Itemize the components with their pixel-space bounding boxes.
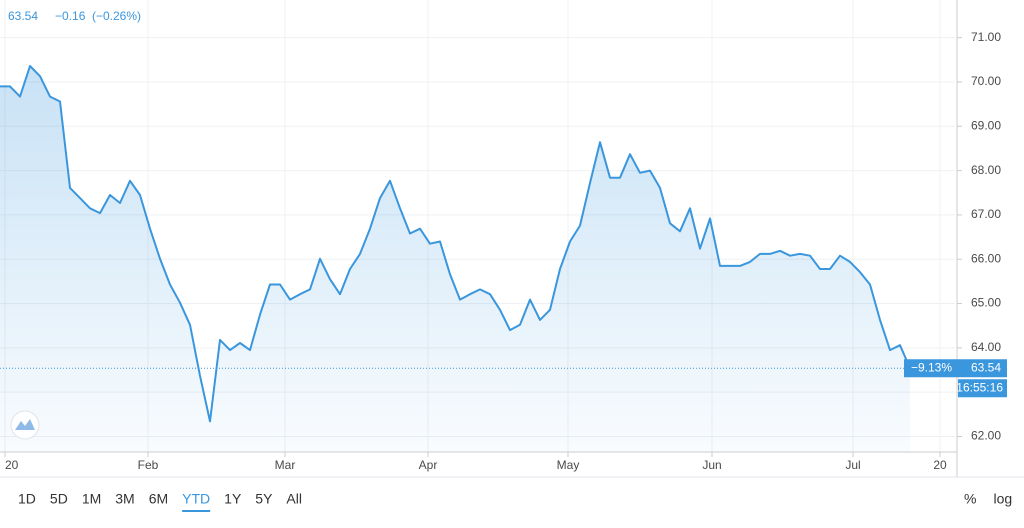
range-button[interactable]: 5Y (255, 491, 273, 507)
y-tick-label: 62.00 (971, 429, 1001, 443)
range-button[interactable]: All (286, 491, 302, 507)
range-button[interactable]: 6M (149, 491, 168, 507)
time-label-box (958, 379, 1007, 398)
option-button[interactable]: log (993, 491, 1012, 507)
price-label-box (904, 359, 1007, 378)
price-label: 63.54 (971, 360, 1001, 374)
ytd-change: −9.13% (911, 360, 952, 374)
y-tick-label: 69.00 (971, 118, 1001, 132)
price-line (0, 65, 911, 423)
area-fill (0, 66, 910, 452)
range-button[interactable]: 1M (82, 491, 101, 507)
y-tick-label: 71.00 (971, 30, 1001, 44)
range-button[interactable]: 3M (115, 491, 134, 507)
y-tick-label: 64.00 (971, 340, 1001, 354)
x-tick-label: 20 (933, 458, 947, 472)
change: −0.16 (55, 9, 86, 23)
range-button[interactable]: YTD (182, 491, 210, 507)
x-tick-label: 20 (5, 458, 19, 472)
x-tick-label: Mar (275, 458, 296, 472)
range-button[interactable]: 5D (50, 491, 68, 507)
range-button[interactable]: 1D (18, 491, 36, 507)
y-tick-label: 65.00 (971, 296, 1001, 310)
x-tick-label: Jun (702, 458, 721, 472)
change-percent: (−0.26%) (92, 9, 141, 23)
logo (10, 410, 40, 440)
option-button[interactable]: % (964, 491, 976, 507)
y-tick-label: 66.00 (971, 251, 1001, 265)
last-price: 63.54 (8, 9, 38, 23)
x-tick-label: Feb (138, 458, 159, 472)
x-tick-label: Apr (419, 458, 438, 472)
time-label: 16:55:16 (956, 380, 1003, 394)
y-tick-label: 68.00 (971, 163, 1001, 177)
y-tick-label: 70.00 (971, 74, 1001, 88)
x-tick-label: Jul (845, 458, 860, 472)
x-tick-label: May (557, 458, 580, 472)
range-button[interactable]: 1Y (224, 491, 242, 507)
y-tick-label: 67.00 (971, 207, 1001, 221)
